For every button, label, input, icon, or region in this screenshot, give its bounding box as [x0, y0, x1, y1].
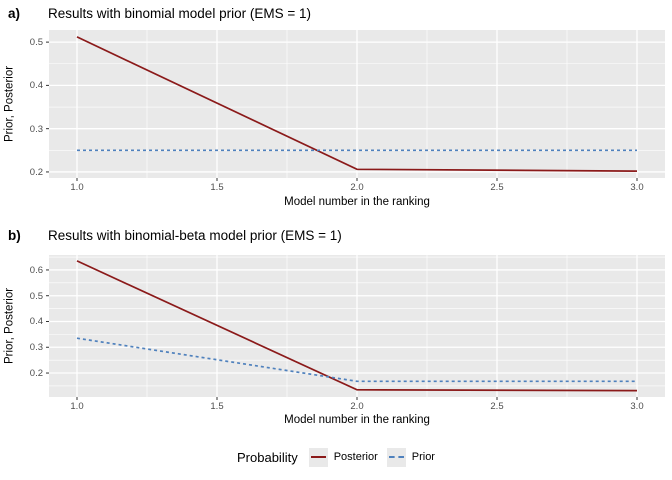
- y-tick-label: 0.4: [29, 316, 43, 328]
- legend-key-box: [308, 447, 328, 467]
- y-tick-label: 0.3: [29, 342, 43, 354]
- x-tick-label: 2.5: [490, 401, 504, 412]
- chart-a-x-axis-title: Model number in the ranking: [284, 196, 430, 208]
- legend-item-posterior: Posterior: [308, 447, 378, 467]
- panel-tag-b: b): [8, 228, 21, 243]
- chart-a-title: Results with binomial model prior (EMS =…: [48, 6, 311, 21]
- legend: Probability Posterior Prior: [0, 442, 672, 472]
- legend-title: Probability: [237, 449, 298, 465]
- y-tick-label: 0.2: [29, 368, 43, 380]
- y-tick-label: 0.6: [29, 264, 43, 276]
- x-tick-label: 2.5: [490, 182, 504, 193]
- chart-b-x-axis-title: Model number in the ranking: [284, 414, 430, 426]
- x-tick-label: 1.0: [70, 401, 84, 412]
- y-tick-label: 0.3: [29, 123, 43, 135]
- y-tick-label: 0.4: [29, 80, 43, 92]
- legend-label-posterior: Posterior: [333, 451, 378, 463]
- y-tick-label: 0.5: [29, 290, 43, 302]
- x-tick-label: 2.0: [350, 182, 364, 193]
- y-tick-label: 0.5: [29, 37, 43, 49]
- legend-label-prior: Prior: [411, 451, 435, 463]
- x-tick-label: 1.5: [210, 182, 224, 193]
- x-tick-label: 1.5: [210, 401, 224, 412]
- x-tick-label: 1.0: [70, 182, 84, 193]
- chart-a-y-axis-title: Prior, Posterior: [3, 65, 16, 143]
- chart-b-plot-panel: 1.0 1.5 2.0 2.5 3.0 0.2 0.3 0.4 0.5 0.6: [30, 255, 665, 412]
- posterior-line-sample-icon: [310, 456, 326, 458]
- chart-b-title: Results with binomial-beta model prior (…: [48, 228, 342, 243]
- prior-line-sample-icon: [388, 456, 404, 458]
- x-tick-label: 2.0: [350, 401, 364, 412]
- chart-a-plot-panel: 1.0 1.5 2.0 2.5 3.0 0.2 0.3 0.4 0.5: [30, 30, 665, 193]
- legend-item-prior: Prior: [386, 447, 435, 467]
- y-tick-label: 0.2: [29, 166, 43, 178]
- x-tick-label: 3.0: [630, 182, 644, 193]
- x-tick-label: 3.0: [630, 401, 644, 412]
- legend-key-box: [386, 447, 406, 467]
- panel-tag-a: a): [8, 6, 21, 21]
